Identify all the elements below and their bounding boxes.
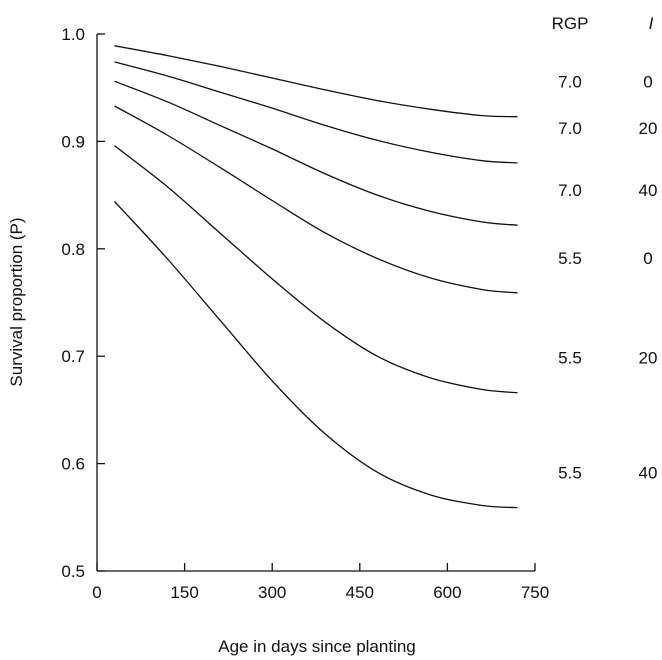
axes	[96, 33, 536, 572]
series-label-i: 40	[639, 181, 658, 200]
series-label-rgp: 5.5	[558, 464, 582, 483]
y-tick-label: 1.0	[61, 25, 85, 44]
header-rgp: RGP	[552, 14, 589, 33]
series-label-i: 0	[643, 249, 652, 268]
y-tick-label: 0.6	[61, 455, 85, 474]
series-label-rgp: 7.0	[558, 181, 582, 200]
y-tick-label: 0.5	[61, 562, 85, 581]
x-axis-title: Age in days since planting	[218, 637, 416, 656]
y-axis-title: Survival proportion (P)	[7, 217, 26, 386]
series-label-rgp: 5.5	[558, 249, 582, 268]
y-tick-label: 0.9	[61, 132, 85, 151]
series-line-rgp-7-0-i-0	[114, 45, 518, 118]
y-tick-label: 0.7	[61, 347, 85, 366]
series-line-rgp-5-5-i-0	[114, 105, 518, 294]
y-tick-label: 0.8	[61, 240, 85, 259]
series-label-i: 40	[639, 464, 658, 483]
series-label-rgp: 7.0	[558, 119, 582, 138]
series-line-rgp-7-0-i-40	[114, 80, 518, 226]
header-i: I	[649, 14, 654, 33]
series-line-rgp-7-0-i-20	[114, 61, 518, 164]
series-line-rgp-5-5-i-20	[114, 145, 518, 394]
series-label-i: 20	[639, 349, 658, 368]
series-label-rgp: 5.5	[558, 349, 582, 368]
x-tick-label: 300	[258, 583, 286, 602]
series-label-rgp: 7.0	[558, 73, 582, 92]
series-curves	[114, 45, 518, 509]
tick-labels: 0 150 300 450 600 750 0.5 0.6 0.7 0.8 0.9 1.0	[61, 25, 549, 602]
x-tick-label: 750	[521, 583, 549, 602]
x-tick-label: 150	[170, 583, 198, 602]
x-tick-label: 600	[433, 583, 461, 602]
series-label-i: 20	[639, 119, 658, 138]
series-line-rgp-5-5-i-40	[114, 201, 518, 509]
curve-labels: 7.0 0 7.0 20 7.0 40 5.5 0 5.5 20 5.5 40	[558, 73, 657, 483]
series-label-i: 0	[643, 73, 652, 92]
x-tick-label: 450	[346, 583, 374, 602]
x-tick-label: 0	[92, 583, 101, 602]
